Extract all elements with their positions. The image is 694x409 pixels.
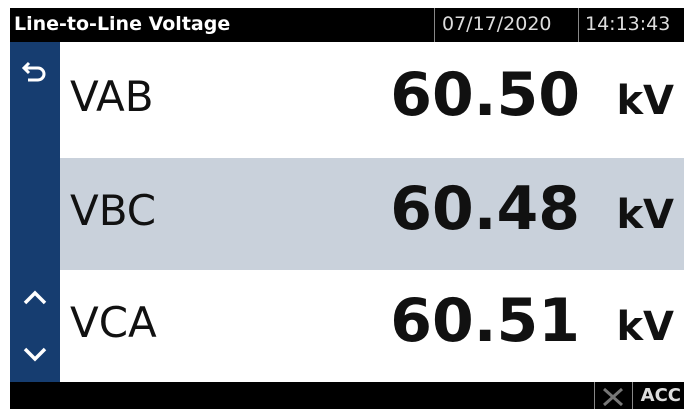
measurement-label: VBC [70, 186, 157, 235]
separator [578, 8, 579, 42]
separator [632, 382, 633, 409]
scroll-down-button[interactable] [20, 342, 50, 366]
date: 07/17/2020 [442, 13, 552, 35]
measurement-value: 60.51 [390, 286, 580, 356]
measurement-row: VCA 60.51 kV [60, 270, 684, 382]
back-button[interactable] [20, 56, 50, 86]
measurement-unit: kV [616, 304, 674, 350]
status-text: ACC [640, 385, 681, 406]
screen-title: Line-to-Line Voltage [14, 13, 231, 35]
measurement-row: VBC 60.48 kV [60, 158, 684, 270]
status-bar: ACC [10, 382, 684, 409]
measurement-label: VCA [70, 298, 157, 347]
measurement-unit: kV [616, 192, 674, 238]
separator [434, 8, 435, 42]
top-bar: Line-to-Line Voltage 07/17/2020 14:13:43 [10, 8, 684, 42]
measurement-value: 60.48 [390, 174, 580, 244]
measurement-row: VAB 60.50 kV [60, 42, 684, 158]
scroll-up-button[interactable] [20, 286, 50, 310]
measurement-value: 60.50 [390, 60, 580, 130]
measurement-label: VAB [70, 72, 154, 121]
tools-icon [603, 387, 623, 407]
measurement-unit: kV [616, 78, 674, 124]
time: 14:13:43 [585, 13, 671, 35]
nav-sidebar [10, 42, 60, 382]
separator [594, 382, 595, 409]
